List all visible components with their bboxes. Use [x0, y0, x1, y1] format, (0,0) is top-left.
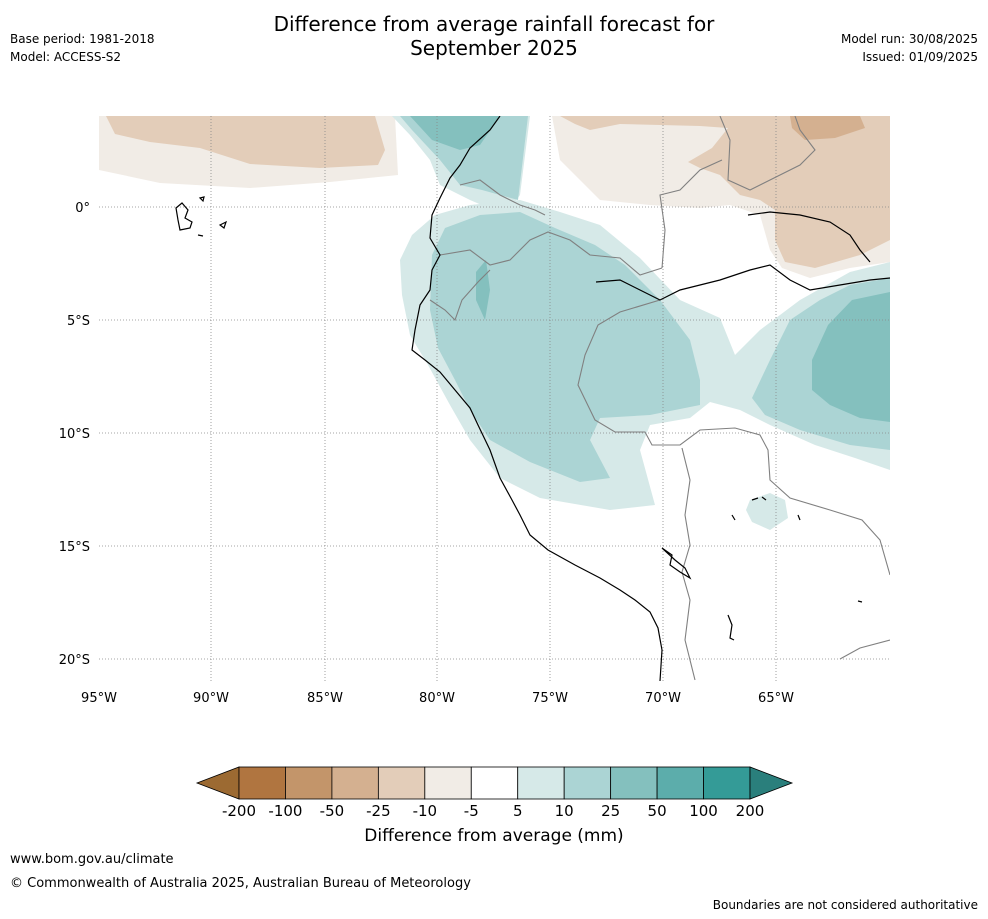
footer-copyright: © Commonwealth of Australia 2025, Austra… — [10, 876, 471, 891]
border-panama — [459, 179, 546, 216]
contour-wet-east-strong — [812, 292, 890, 422]
colorbar-swatch — [563, 766, 612, 800]
colorbar-swatch — [656, 766, 704, 800]
colorbar-swatch — [470, 766, 519, 800]
title-line-1: Difference from average rainfall forecas… — [273, 12, 715, 36]
colorbar-swatch — [424, 766, 472, 800]
colorbar-swatch — [517, 766, 565, 800]
model-run: Model run: 30/08/2025 — [840, 32, 978, 46]
colorbar-tick-label: 50 — [648, 802, 667, 820]
colorbar-tick-label: 100 — [689, 802, 718, 820]
contour-wet-bolivia — [746, 493, 788, 530]
footer-disclaimer: Boundaries are not considered authoritat… — [712, 898, 978, 912]
colorbar-tick-label: -5 — [464, 802, 479, 820]
colorbar-tick-label: 25 — [601, 802, 620, 820]
lat-label: 0° — [75, 201, 90, 216]
colorbar-tick-label: -10 — [413, 802, 438, 820]
issued-date: Issued: 01/09/2025 — [862, 50, 978, 64]
colorbar-tick-label: -200 — [222, 802, 256, 820]
border-chile-argentina — [839, 639, 890, 660]
colorbar-tick-label: 200 — [736, 802, 765, 820]
colorbar-swatch — [331, 766, 379, 800]
colorbar-tick-label: 10 — [555, 802, 574, 820]
title-line-2: September 2025 — [410, 36, 578, 60]
base-period: Base period: 1981-2018 — [10, 32, 155, 46]
contour-dry-northeast — [560, 116, 890, 268]
colorbar-arrow-high — [749, 766, 794, 800]
lon-label: 75°W — [532, 691, 568, 706]
contour-wet-central — [430, 212, 700, 482]
graticule — [99, 116, 890, 681]
lat-label: 20°S — [59, 653, 90, 668]
border-peru-bolivia — [681, 447, 696, 681]
model-name: Model: ACCESS-S2 — [10, 50, 122, 64]
contour-dry-northeast-strong — [790, 116, 865, 140]
page-title: Difference from average rainfall forecas… — [0, 12, 988, 60]
lake-titicaca — [661, 547, 692, 580]
meta-right: Model run: 30/08/2025 Issued: 01/09/2025 — [841, 30, 978, 66]
border-colombia-ecuador — [439, 231, 663, 276]
border-colombia-venezuela — [719, 116, 816, 191]
rainfall-contours — [99, 116, 890, 530]
galapagos-islands — [175, 196, 228, 237]
colorbar-label: Difference from average (mm) — [364, 826, 624, 846]
footer-url: www.bom.gov.au/climate — [10, 852, 174, 867]
colorbar-tick-label: -25 — [366, 802, 391, 820]
border-venezuela-brazil — [659, 159, 723, 269]
contour-wet-coast-strong — [476, 260, 490, 320]
lon-label: 85°W — [307, 691, 343, 706]
colorbar-tick-label: 5 — [513, 802, 523, 820]
contour-dry-northwest — [106, 116, 385, 168]
boundaries — [175, 116, 890, 681]
lat-label: 5°S — [67, 314, 90, 329]
colorbar-swatch — [610, 766, 658, 800]
meta-left: Base period: 1981-2018 Model: ACCESS-S2 — [10, 30, 155, 66]
river-northern — [747, 211, 871, 263]
river-amazon — [595, 264, 890, 301]
colorbar-swatch — [377, 766, 426, 800]
lon-label: 80°W — [419, 691, 455, 706]
colorbar-swatch — [703, 766, 751, 800]
lat-label: 15°S — [59, 540, 90, 555]
lon-label: 70°W — [645, 691, 681, 706]
lat-label: 10°S — [59, 427, 90, 442]
axis-labels: 95°W 90°W 85°W 80°W 75°W 70°W 65°W 0° 5°… — [59, 201, 794, 706]
colorbar-swatch — [285, 766, 333, 800]
lon-label: 90°W — [193, 691, 229, 706]
border-peru-brazil — [577, 299, 890, 576]
colorbar-arrow-low — [195, 766, 240, 800]
bolivia-lakes — [727, 496, 863, 641]
border-ecuador-peru — [429, 269, 491, 322]
lon-label: 65°W — [758, 691, 794, 706]
colorbar: -200 -100 -50 -25 -10 -5 5 10 25 50 100 200 — [195, 766, 794, 820]
colorbar-tick-label: -50 — [320, 802, 345, 820]
colorbar-tick-label: -100 — [268, 802, 302, 820]
coastline-pacific — [411, 116, 663, 681]
lon-label: 95°W — [81, 691, 117, 706]
colorbar-swatch — [238, 766, 286, 800]
